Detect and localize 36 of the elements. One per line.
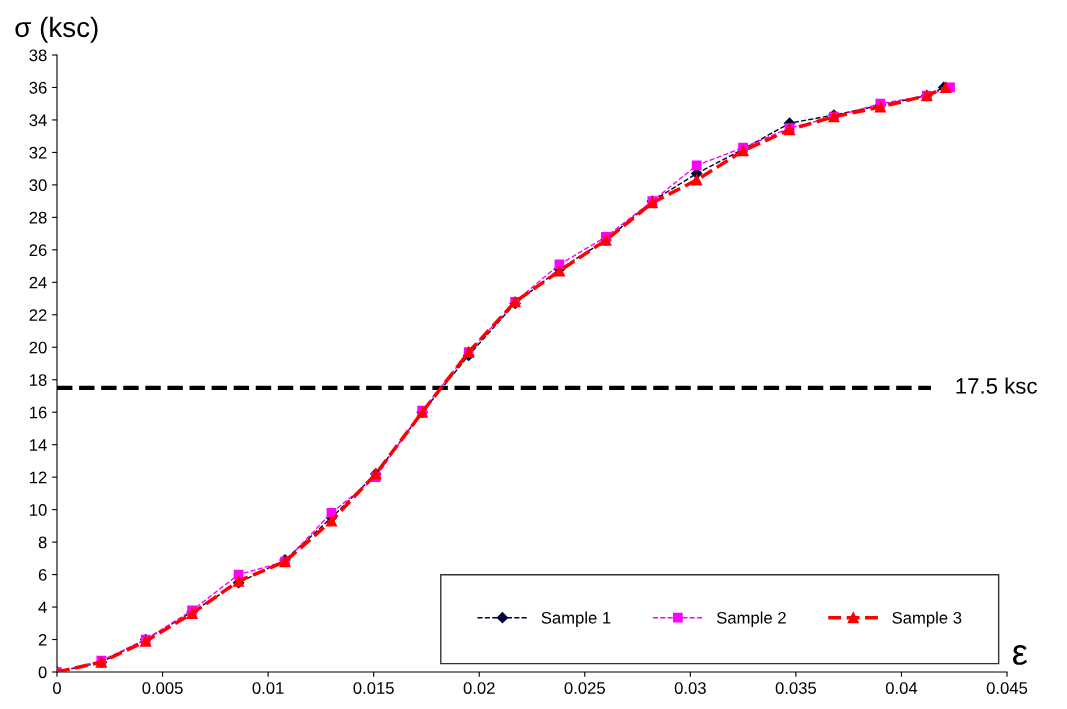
x-tick-label: 0.035 (775, 682, 817, 694)
x-tick-label: 0.01 (252, 682, 284, 694)
y-tick-label: 4 (38, 601, 47, 614)
y-tick-label: 22 (29, 309, 47, 321)
y-tick-label: 34 (29, 114, 47, 127)
y-tick-label: 0 (38, 666, 47, 679)
y-tick-label: 16 (30, 406, 47, 419)
legend-label: Sample 2 (716, 611, 786, 627)
x-tick-label: 0.045 (986, 682, 1028, 694)
y-tick-label: 12 (30, 471, 47, 484)
y-tick-label: 36 (29, 81, 47, 94)
y-tick-label: 32 (29, 146, 47, 159)
legend-label: Sample 1 (541, 611, 611, 627)
y-tick-label: 30 (29, 179, 47, 192)
y-tick-label: 10 (30, 504, 47, 516)
y-tick-label: 2 (38, 633, 47, 646)
y-tick-label: 38 (29, 49, 47, 62)
x-tick-label: 0.025 (564, 682, 605, 694)
x-tick-label: 0 (53, 682, 61, 694)
x-tick-label: 0.015 (353, 682, 394, 694)
y-tick-label: 20 (29, 341, 47, 354)
x-axis-title: ε (1012, 645, 1028, 665)
legend-label: Sample 3 (892, 611, 962, 627)
x-tick-label: 0.03 (674, 682, 706, 694)
x-tick-label: 0.04 (885, 682, 918, 694)
x-tick-label: 0.005 (142, 682, 183, 694)
y-tick-label: 14 (30, 439, 47, 451)
y-tick-label: 18 (30, 374, 47, 386)
y-tick-label: 6 (38, 568, 47, 581)
y-axis-title: σ (ksc) (15, 16, 98, 43)
y-tick-label: 8 (38, 536, 47, 549)
ref-line-label: 17.5 ksc (956, 377, 1037, 394)
x-tick-label: 0.02 (463, 682, 495, 694)
y-tick-label: 26 (29, 244, 47, 257)
y-tick-label: 24 (29, 276, 47, 289)
y-tick-label: 28 (29, 211, 47, 224)
